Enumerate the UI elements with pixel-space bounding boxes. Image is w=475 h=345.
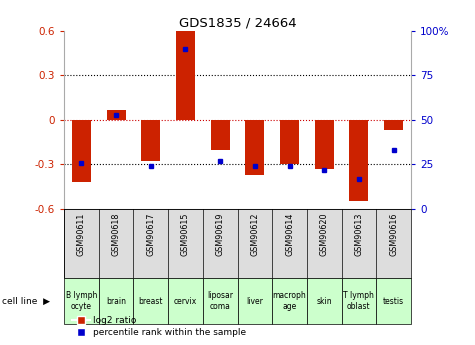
Text: testis: testis xyxy=(383,296,404,306)
Text: GSM90617: GSM90617 xyxy=(146,212,155,256)
Bar xyxy=(280,120,299,164)
Bar xyxy=(168,278,203,324)
Text: GSM90615: GSM90615 xyxy=(181,212,190,256)
Text: T lymph
oblast: T lymph oblast xyxy=(343,291,374,311)
Text: GSM90618: GSM90618 xyxy=(112,212,121,256)
Text: GSM90612: GSM90612 xyxy=(250,212,259,256)
Bar xyxy=(141,120,161,161)
Text: brain: brain xyxy=(106,296,126,306)
Text: GSM90620: GSM90620 xyxy=(320,212,329,256)
Text: cervix: cervix xyxy=(174,296,197,306)
Bar xyxy=(64,278,99,324)
Text: liposar
coma: liposar coma xyxy=(207,291,233,311)
Text: B lymph
ocyte: B lymph ocyte xyxy=(66,291,97,311)
Title: GDS1835 / 24664: GDS1835 / 24664 xyxy=(179,17,296,30)
Bar xyxy=(72,120,91,182)
Text: skin: skin xyxy=(316,296,332,306)
Bar xyxy=(203,278,238,324)
Bar xyxy=(349,120,369,201)
Bar xyxy=(238,278,272,324)
Text: liver: liver xyxy=(247,296,263,306)
Bar xyxy=(245,120,265,175)
Bar xyxy=(307,278,342,324)
Text: breast: breast xyxy=(139,296,163,306)
Text: GSM90619: GSM90619 xyxy=(216,212,225,256)
Bar xyxy=(210,120,230,149)
Text: cell line  ▶: cell line ▶ xyxy=(2,296,50,306)
Bar xyxy=(384,120,403,130)
Text: GSM90611: GSM90611 xyxy=(77,212,86,256)
Bar xyxy=(272,278,307,324)
Text: GSM90613: GSM90613 xyxy=(354,212,363,256)
Legend: log2 ratio, percentile rank within the sample: log2 ratio, percentile rank within the s… xyxy=(69,313,250,341)
Bar xyxy=(176,31,195,120)
Bar xyxy=(99,278,133,324)
Bar xyxy=(342,278,376,324)
Bar xyxy=(376,278,411,324)
Bar xyxy=(106,109,126,120)
Text: macroph
age: macroph age xyxy=(273,291,306,311)
Bar xyxy=(133,278,168,324)
Text: GSM90614: GSM90614 xyxy=(285,212,294,256)
Bar xyxy=(314,120,334,169)
Text: GSM90616: GSM90616 xyxy=(389,212,398,256)
